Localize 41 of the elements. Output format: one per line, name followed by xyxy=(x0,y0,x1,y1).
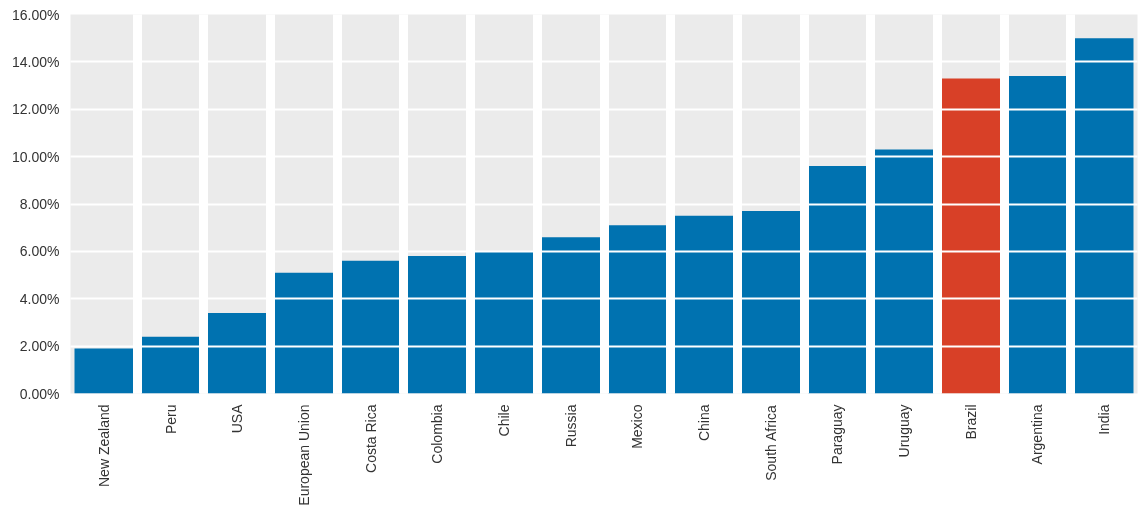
bar xyxy=(74,348,134,394)
bar xyxy=(808,166,867,394)
x-tick-label: Brazil xyxy=(962,404,979,440)
bar xyxy=(274,272,334,394)
x-tick-label: Costa Rica xyxy=(362,404,379,473)
x-tick-label: Colombia xyxy=(429,404,446,464)
y-tick-label: 0.00% xyxy=(19,385,60,402)
y-tick-label: 6.00% xyxy=(19,243,60,260)
bar xyxy=(474,251,534,394)
x-tick-label: Mexico xyxy=(629,404,646,449)
x-tick-label: India xyxy=(1096,404,1113,435)
bar xyxy=(674,215,734,394)
bar xyxy=(341,260,400,394)
y-tick-label: 8.00% xyxy=(19,196,60,212)
y-tick-label: 12.00% xyxy=(12,101,60,118)
x-tick-label: Argentina xyxy=(1029,404,1046,465)
bar xyxy=(608,225,667,394)
x-tick-label: New Zealand xyxy=(95,404,112,487)
bar xyxy=(541,237,600,394)
x-tick-label: Russia xyxy=(562,404,579,448)
x-tick-label: European Union xyxy=(295,404,312,506)
bar xyxy=(941,78,1001,394)
y-tick-label: 16.00% xyxy=(12,6,60,23)
x-tick-label: Uruguay xyxy=(896,404,913,458)
x-tick-label: South Africa xyxy=(762,405,779,481)
bar xyxy=(1074,38,1134,394)
y-tick-label: 14.00% xyxy=(12,53,60,70)
x-tick-label: Chile xyxy=(495,404,512,437)
bar xyxy=(741,211,801,394)
y-tick-label: 10.00% xyxy=(12,148,60,165)
bar xyxy=(1008,76,1067,394)
bar xyxy=(407,256,467,394)
bar xyxy=(207,312,267,394)
x-tick-label: USA xyxy=(229,403,246,434)
y-tick-label: 4.00% xyxy=(19,290,60,307)
bar xyxy=(141,336,200,394)
y-tick-label: 2.00% xyxy=(19,338,60,355)
x-tick-label: Peru xyxy=(162,404,179,435)
x-tick-label: China xyxy=(696,404,713,442)
x-tick-label: Paraguay xyxy=(829,404,846,465)
bar xyxy=(874,149,934,394)
